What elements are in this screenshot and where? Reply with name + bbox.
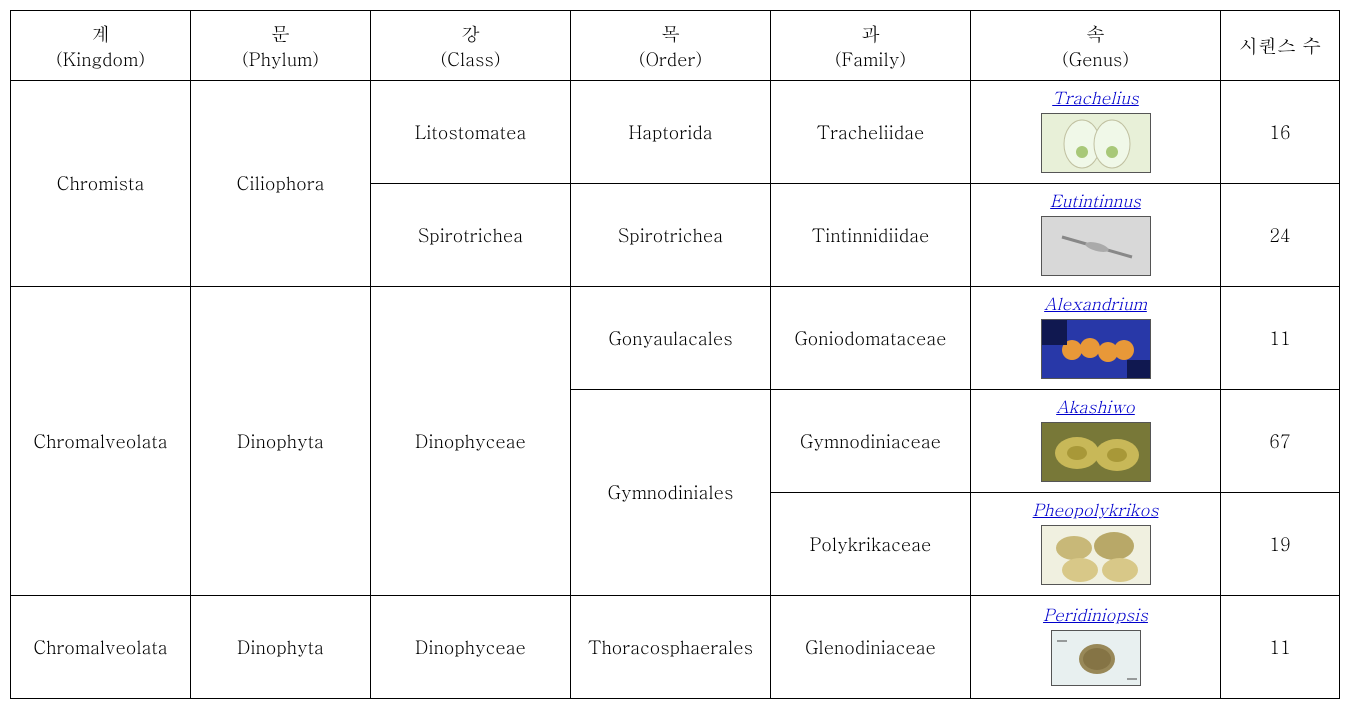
- cell-count: 11: [1221, 287, 1340, 390]
- cell-count: 67: [1221, 390, 1340, 493]
- header-row: 계 (Kingdom) 문 (Phylum) 강 (Class) 목 (Orde…: [11, 11, 1340, 81]
- cell-class: Dinophyceae: [371, 596, 571, 699]
- genus-link[interactable]: Eutintinnus: [975, 188, 1216, 212]
- header-genus: 속 (Genus): [971, 11, 1221, 81]
- cell-order: Gymnodiniales: [571, 390, 771, 596]
- cell-order: Spirotrichea: [571, 184, 771, 287]
- header-family-en: (Family): [775, 47, 966, 72]
- header-kingdom-kr: 계: [15, 20, 186, 47]
- genus-link[interactable]: Akashiwo: [975, 394, 1216, 418]
- organism-image: [1041, 319, 1151, 379]
- cell-genus: Eutintinnus: [971, 184, 1221, 287]
- table-row: Chromista Ciliophora Litostomatea Haptor…: [11, 81, 1340, 184]
- header-class-en: (Class): [375, 47, 566, 72]
- cell-kingdom: Chromalveolata: [11, 596, 191, 699]
- header-count-kr: 시퀀스 수: [1225, 32, 1335, 59]
- table-body: Chromista Ciliophora Litostomatea Haptor…: [11, 81, 1340, 699]
- cell-count: 24: [1221, 184, 1340, 287]
- header-genus-en: (Genus): [975, 47, 1216, 72]
- header-genus-kr: 속: [975, 20, 1216, 47]
- header-class: 강 (Class): [371, 11, 571, 81]
- cell-class: Spirotrichea: [371, 184, 571, 287]
- cell-kingdom: Chromista: [11, 81, 191, 287]
- header-family-kr: 과: [775, 20, 966, 47]
- cell-genus: Pheopolykrikos: [971, 493, 1221, 596]
- cell-phylum: Ciliophora: [191, 81, 371, 287]
- header-phylum-kr: 문: [195, 20, 366, 47]
- header-class-kr: 강: [375, 20, 566, 47]
- cell-genus: Peridiniopsis: [971, 596, 1221, 699]
- genus-link[interactable]: Alexandrium: [975, 291, 1216, 315]
- header-count: 시퀀스 수: [1221, 11, 1340, 81]
- cell-family: Tracheliidae: [771, 81, 971, 184]
- cell-kingdom: Chromalveolata: [11, 287, 191, 596]
- header-order-kr: 목: [575, 20, 766, 47]
- cell-count: 16: [1221, 81, 1340, 184]
- organism-image: [1041, 113, 1151, 173]
- table-row: Chromalveolata Dinophyta Dinophyceae Tho…: [11, 596, 1340, 699]
- header-phylum: 문 (Phylum): [191, 11, 371, 81]
- header-order-en: (Order): [575, 47, 766, 72]
- header-family: 과 (Family): [771, 11, 971, 81]
- taxonomy-table: 계 (Kingdom) 문 (Phylum) 강 (Class) 목 (Orde…: [10, 10, 1340, 699]
- genus-link[interactable]: Trachelius: [975, 85, 1216, 109]
- organism-image: [1051, 630, 1141, 686]
- cell-family: Polykrikaceae: [771, 493, 971, 596]
- header-kingdom-en: (Kingdom): [15, 47, 186, 72]
- cell-order: Gonyaulacales: [571, 287, 771, 390]
- cell-family: Goniodomataceae: [771, 287, 971, 390]
- cell-order: Haptorida: [571, 81, 771, 184]
- organism-image: [1041, 525, 1151, 585]
- cell-genus: Akashiwo: [971, 390, 1221, 493]
- cell-order: Thoracosphaerales: [571, 596, 771, 699]
- genus-link[interactable]: Pheopolykrikos: [975, 497, 1216, 521]
- cell-phylum: Dinophyta: [191, 596, 371, 699]
- organism-image: [1041, 216, 1151, 276]
- genus-link[interactable]: Peridiniopsis: [975, 602, 1216, 626]
- cell-class: Dinophyceae: [371, 287, 571, 596]
- header-kingdom: 계 (Kingdom): [11, 11, 191, 81]
- cell-genus: Trachelius: [971, 81, 1221, 184]
- cell-family: Gymnodiniaceae: [771, 390, 971, 493]
- cell-count: 19: [1221, 493, 1340, 596]
- header-phylum-en: (Phylum): [195, 47, 366, 72]
- table-row: Chromalveolata Dinophyta Dinophyceae Gon…: [11, 287, 1340, 390]
- organism-image: [1041, 422, 1151, 482]
- cell-phylum: Dinophyta: [191, 287, 371, 596]
- cell-genus: Alexandrium: [971, 287, 1221, 390]
- header-order: 목 (Order): [571, 11, 771, 81]
- cell-class: Litostomatea: [371, 81, 571, 184]
- cell-count: 11: [1221, 596, 1340, 699]
- cell-family: Tintinnidiidae: [771, 184, 971, 287]
- cell-family: Glenodiniaceae: [771, 596, 971, 699]
